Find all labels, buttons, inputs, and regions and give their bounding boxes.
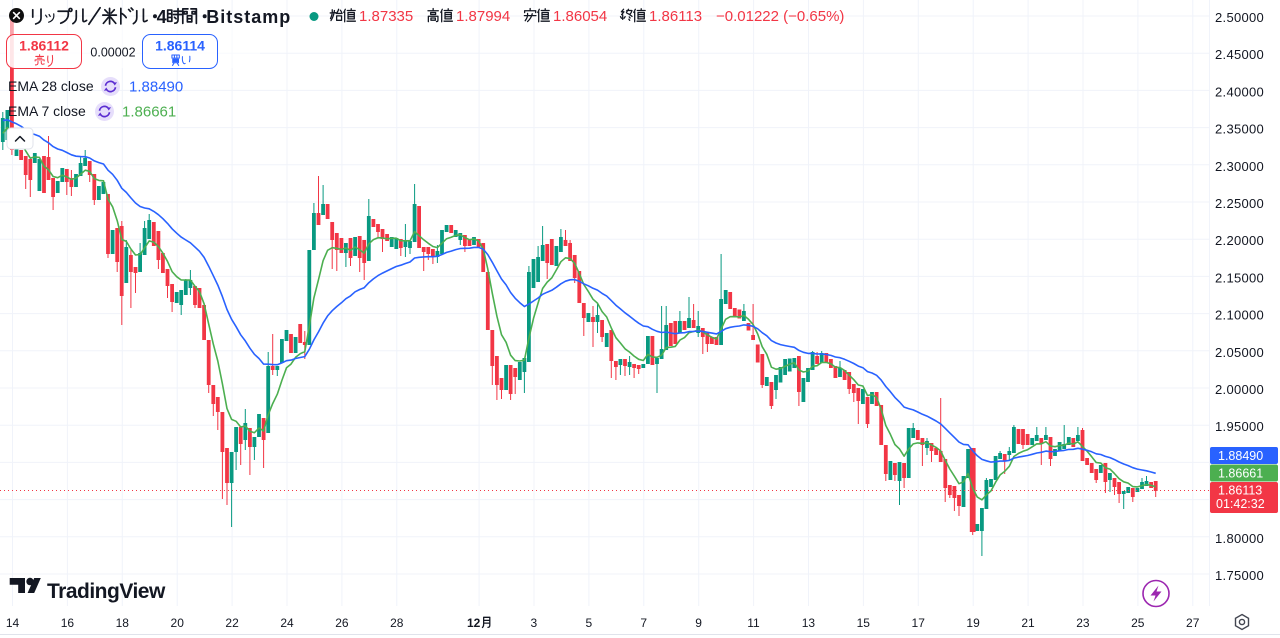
svg-text:25: 25 [1131,616,1145,630]
svg-text:2.50000: 2.50000 [1215,10,1264,25]
svg-text:4: 4 [157,7,167,27]
svg-text:1.86114: 1.86114 [155,38,205,54]
svg-text:23: 23 [1076,616,1090,630]
svg-text:1.88490: 1.88490 [1218,449,1263,463]
svg-text:1.86113: 1.86113 [1218,484,1262,498]
svg-text:1.86054: 1.86054 [553,8,607,25]
svg-text:2.00000: 2.00000 [1215,382,1264,397]
svg-text:2.05000: 2.05000 [1215,345,1264,360]
svg-text:12: 12 [467,616,481,630]
svg-text:19: 19 [966,616,980,630]
svg-text:21: 21 [1021,616,1035,630]
svg-text:3: 3 [531,616,538,630]
svg-text:5: 5 [585,616,592,630]
svg-text:9: 9 [695,616,702,630]
svg-text:0.00002: 0.00002 [90,46,135,60]
svg-text:1.87994: 1.87994 [456,8,510,25]
svg-text:27: 27 [1186,616,1200,630]
svg-text:1.86661: 1.86661 [1218,467,1263,481]
svg-text:16: 16 [61,616,75,630]
svg-text:13: 13 [802,616,816,630]
svg-text:24: 24 [280,616,294,630]
svg-text:2.35000: 2.35000 [1215,122,1264,137]
svg-text:01:42:32: 01:42:32 [1216,497,1265,511]
svg-text:14: 14 [6,616,20,630]
svg-text:2.40000: 2.40000 [1215,84,1264,99]
svg-text:1.86112: 1.86112 [19,38,69,54]
svg-text:1.80000: 1.80000 [1215,531,1264,546]
svg-text:26: 26 [335,616,349,630]
svg-text:1.86661: 1.86661 [122,104,176,121]
svg-text:2.25000: 2.25000 [1215,196,1264,211]
svg-text:TradingView: TradingView [47,580,166,603]
svg-text:17: 17 [912,616,926,630]
svg-text:−0.01222 (−0.65%): −0.01222 (−0.65%) [716,8,844,25]
svg-text:1.88490: 1.88490 [129,79,183,96]
svg-text:7: 7 [640,616,647,630]
svg-text:11: 11 [747,616,760,630]
svg-text:22: 22 [225,616,239,630]
svg-text:1.86113: 1.86113 [649,8,702,25]
svg-text:15: 15 [857,616,871,630]
svg-text:2.10000: 2.10000 [1215,308,1264,323]
svg-text:EMA 28 close: EMA 28 close [8,78,94,94]
svg-text:20: 20 [171,616,185,630]
svg-text:Bitstamp: Bitstamp [206,7,291,27]
svg-text:2.15000: 2.15000 [1215,270,1264,285]
svg-text:2.45000: 2.45000 [1215,47,1264,62]
svg-text:18: 18 [116,616,130,630]
svg-text:EMA 7 close: EMA 7 close [8,103,86,119]
svg-text:2.30000: 2.30000 [1215,159,1264,174]
svg-text:1.87335: 1.87335 [359,8,413,25]
svg-text:28: 28 [390,616,404,630]
svg-text:1.75000: 1.75000 [1215,568,1264,583]
svg-text:2.20000: 2.20000 [1215,233,1264,248]
svg-text:1.95000: 1.95000 [1215,419,1264,434]
